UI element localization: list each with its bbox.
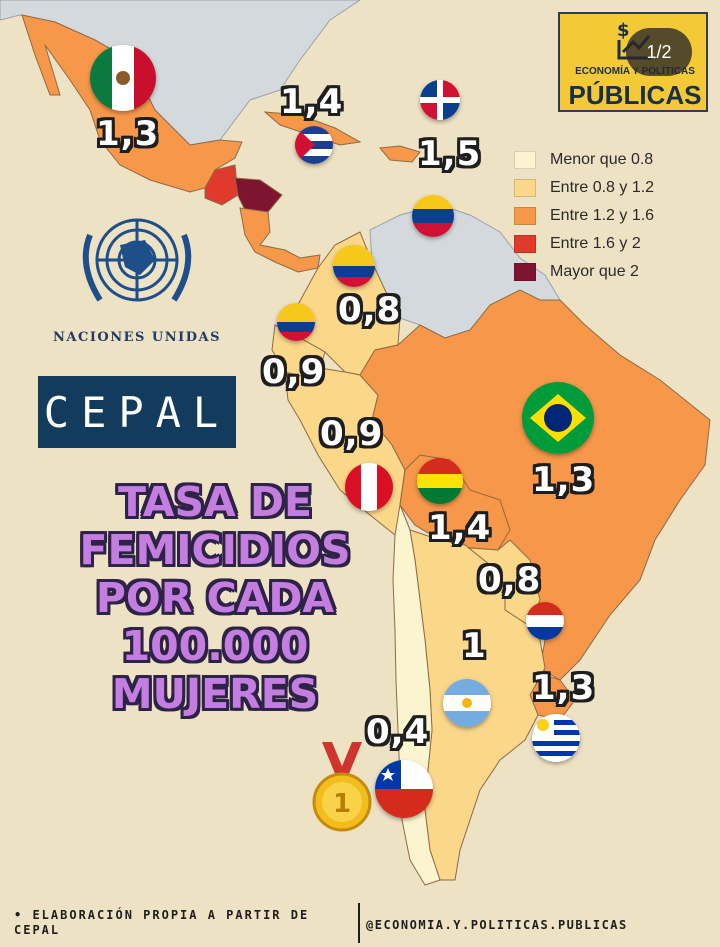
uruguay-flag bbox=[532, 714, 580, 762]
footer bbox=[0, 900, 720, 947]
argentina-value: 1 bbox=[462, 626, 487, 666]
social-handle: @ECONOMIA.Y.POLITICAS.PUBLICAS bbox=[366, 918, 628, 932]
legend-item: Mayor que 2 bbox=[514, 258, 654, 286]
legend-swatch bbox=[514, 263, 536, 281]
title-line: POR CADA bbox=[95, 574, 335, 622]
bolivia-value: 1,4 bbox=[428, 508, 492, 548]
paraguay-value: 0,8 bbox=[478, 560, 542, 600]
legend-label: Entre 0.8 y 1.2 bbox=[550, 179, 655, 196]
legend-swatch bbox=[514, 179, 536, 197]
legend-label: Entre 1.2 y 1.6 bbox=[550, 207, 655, 224]
mexico-value: 1,3 bbox=[96, 114, 160, 154]
svg-text:1: 1 bbox=[333, 789, 351, 819]
legend-item: Entre 1.6 y 2 bbox=[514, 230, 654, 258]
un-emblem-icon bbox=[82, 218, 192, 302]
cuba-flag bbox=[295, 126, 333, 164]
gold-medal-icon: 1 bbox=[312, 742, 372, 832]
central-america-shape bbox=[239, 207, 321, 273]
legend-item: Entre 1.2 y 1.6 bbox=[514, 202, 654, 230]
uruguay-value: 1,3 bbox=[532, 668, 596, 708]
paraguay-flag bbox=[526, 602, 564, 640]
cepal-logo: CEPAL bbox=[38, 376, 236, 448]
chile-flag bbox=[375, 760, 433, 818]
svg-text:$: $ bbox=[617, 20, 630, 41]
infographic-title: TASA DE FEMICIDIOS POR CADA 100.000 MUJE… bbox=[40, 478, 390, 718]
brazil-flag bbox=[522, 382, 594, 454]
title-line: 100.000 bbox=[121, 622, 309, 670]
cepal-text: CEPAL bbox=[43, 387, 231, 437]
legend-item: Entre 0.8 y 1.2 bbox=[514, 174, 654, 202]
mexico-flag bbox=[90, 45, 156, 111]
ecuador-flag bbox=[277, 303, 315, 341]
colombia-flag bbox=[333, 245, 375, 287]
legend-label: Menor que 0.8 bbox=[550, 151, 654, 168]
legend-label: Mayor que 2 bbox=[550, 263, 639, 280]
colombia-value: 0,8 bbox=[338, 290, 402, 330]
legend: Menor que 0.8 Entre 0.8 y 1.2 Entre 1.2 … bbox=[514, 146, 654, 286]
title-line: FEMICIDIOS bbox=[79, 526, 351, 574]
legend-label: Entre 1.6 y 2 bbox=[550, 235, 641, 252]
page-indicator[interactable]: 1/2 bbox=[626, 28, 692, 76]
title-line: MUJERES bbox=[111, 670, 319, 718]
peru-value: 0,9 bbox=[320, 414, 384, 454]
argentina-flag bbox=[443, 679, 491, 727]
legend-swatch bbox=[514, 151, 536, 169]
honduras-shape bbox=[234, 177, 283, 213]
legend-item: Menor que 0.8 bbox=[514, 146, 654, 174]
venezuela-flag bbox=[412, 195, 454, 237]
hispaniola-shape bbox=[379, 145, 421, 163]
dominican-republic-flag bbox=[420, 80, 460, 120]
source-note: • ELABORACIÓN PROPIA A PARTIR DE CEPAL bbox=[14, 908, 310, 937]
un-name: NACIONES UNIDAS bbox=[53, 330, 221, 345]
title-line: TASA DE bbox=[117, 478, 313, 526]
cuba-value: 1,4 bbox=[280, 82, 344, 122]
legend-swatch bbox=[514, 207, 536, 225]
ecuador-value: 0,9 bbox=[262, 352, 326, 392]
peru-flag bbox=[345, 463, 393, 511]
brand-top: ECONOMÍA Y POLÍTICAS bbox=[575, 66, 695, 77]
brand-main: PÚBLICAS bbox=[568, 80, 702, 110]
bolivia-flag bbox=[417, 458, 463, 504]
chile-value: 0,4 bbox=[366, 712, 430, 752]
footer-divider bbox=[358, 903, 360, 943]
legend-swatch bbox=[514, 235, 536, 253]
brazil-shape bbox=[359, 289, 711, 681]
dominican-republic-value: 1,5 bbox=[418, 134, 482, 174]
brazil-value: 1,3 bbox=[532, 460, 596, 500]
